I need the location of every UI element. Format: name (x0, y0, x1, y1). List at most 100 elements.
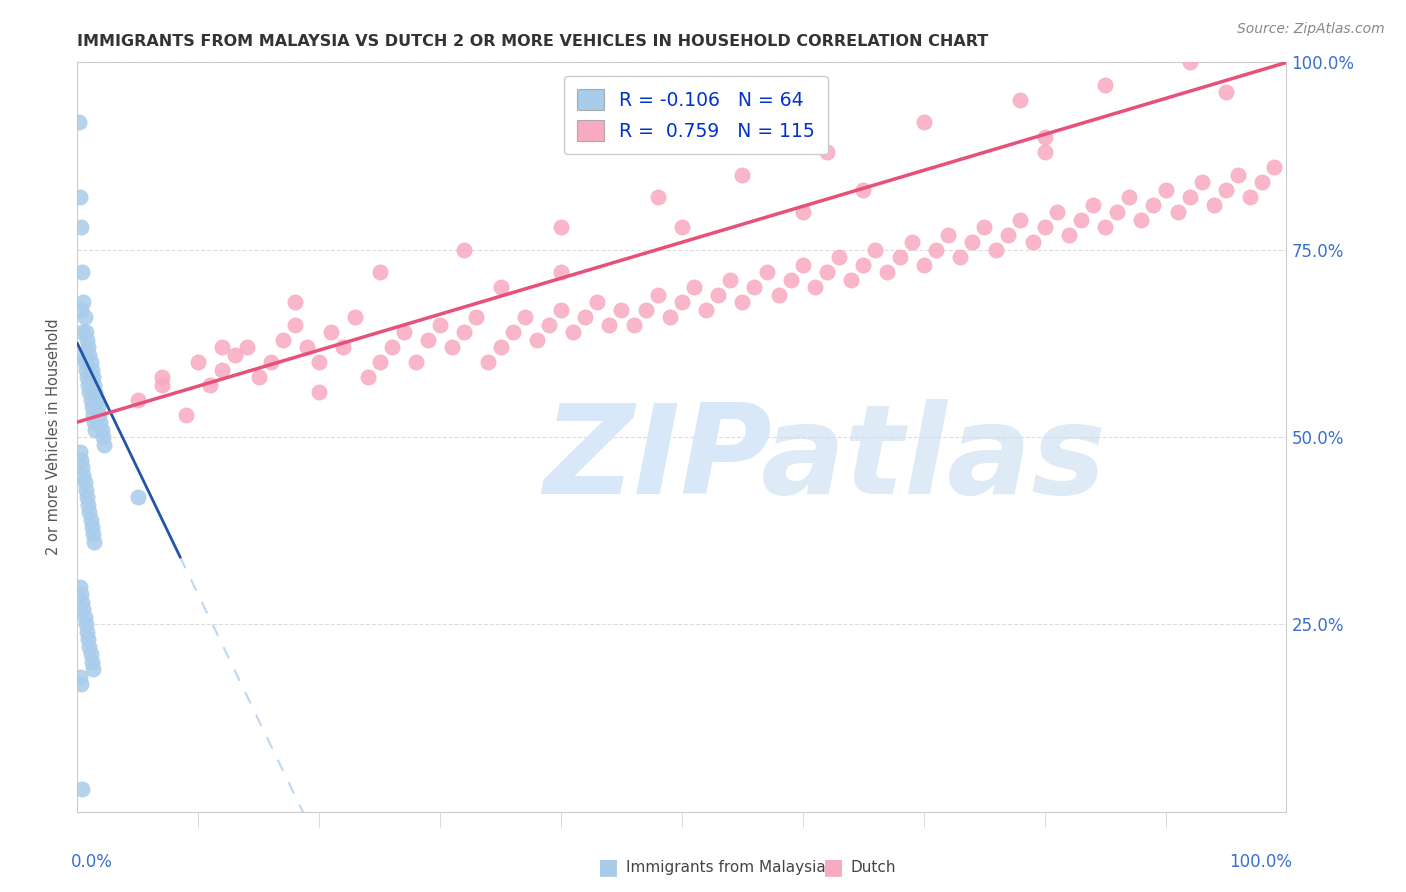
Point (80, 655, 103, 669)
Point (284, 318, 307, 332)
Point (574, 310, 596, 325)
Point (1215, 86, 1237, 100)
Point (70, 460, 93, 475)
Point (79, 512, 101, 526)
Point (960, 235, 983, 250)
Text: IMMIGRANTS FROM MALAYSIA VS DUTCH 2 OR MORE VEHICLES IN HOUSEHOLD CORRELATION CH: IMMIGRANTS FROM MALAYSIA VS DUTCH 2 OR M… (77, 34, 988, 49)
Point (1081, 198, 1104, 212)
Point (73, 610, 96, 624)
Text: ZIP: ZIP (543, 399, 772, 520)
Text: 100.0%: 100.0% (1229, 853, 1292, 871)
Y-axis label: 2 or more Vehicles in Household: 2 or more Vehicles in Household (46, 318, 62, 556)
Point (150, 370, 173, 384)
Point (72, 295, 94, 310)
Point (76, 624, 98, 639)
Text: Source: ZipAtlas.com: Source: ZipAtlas.com (1237, 22, 1385, 37)
Point (70, 220, 93, 235)
Point (70, 595, 93, 609)
Point (683, 280, 706, 294)
Point (731, 295, 754, 310)
Point (489, 280, 512, 294)
Point (69, 670, 91, 684)
Point (69, 580, 91, 594)
Point (84, 385, 107, 400)
Point (1130, 212, 1153, 227)
Point (69, 445, 91, 459)
Point (744, 280, 766, 294)
Point (76, 370, 98, 384)
Point (127, 490, 149, 504)
Point (89, 415, 111, 429)
Point (429, 318, 451, 332)
Point (1070, 212, 1092, 227)
Point (828, 250, 851, 264)
Point (586, 295, 609, 310)
Point (453, 243, 475, 257)
Point (82, 527, 104, 541)
Point (392, 325, 415, 339)
Point (1178, 190, 1201, 204)
Point (1178, 55, 1201, 70)
Point (72, 348, 94, 362)
Point (986, 243, 1008, 257)
Point (224, 348, 246, 362)
Point (83, 415, 105, 429)
Point (260, 355, 283, 369)
Point (79, 385, 101, 400)
Point (513, 310, 536, 325)
Point (82, 408, 104, 422)
Point (368, 355, 391, 369)
Point (526, 333, 548, 347)
Text: ■: ■ (598, 857, 619, 877)
Point (997, 227, 1019, 242)
Point (634, 302, 657, 317)
Point (356, 370, 378, 384)
Point (67, 115, 90, 129)
Point (79, 640, 101, 654)
Point (598, 318, 620, 332)
Point (79, 648, 101, 662)
Point (610, 302, 633, 317)
Point (70, 677, 93, 691)
Point (82, 370, 104, 384)
Point (949, 250, 972, 264)
Point (695, 302, 717, 317)
Point (235, 340, 257, 354)
Point (70, 782, 93, 797)
Point (658, 310, 681, 325)
Point (70, 265, 93, 279)
Point (86, 392, 108, 407)
Point (562, 325, 585, 339)
Point (876, 265, 898, 279)
Point (1010, 212, 1032, 227)
Point (718, 273, 741, 287)
Point (77, 632, 100, 647)
Point (79, 392, 101, 407)
Point (93, 437, 115, 451)
Point (83, 377, 105, 392)
Point (79, 348, 101, 362)
Point (1142, 198, 1164, 212)
Point (200, 377, 222, 392)
Text: Immigrants from Malaysia: Immigrants from Malaysia (626, 860, 825, 874)
Point (76, 490, 98, 504)
Point (1010, 93, 1032, 107)
Point (623, 318, 645, 332)
Point (815, 145, 838, 160)
Point (284, 295, 307, 310)
Point (1215, 183, 1237, 197)
Point (211, 362, 233, 376)
Point (465, 310, 488, 325)
Point (211, 340, 233, 354)
Point (83, 535, 105, 549)
Point (381, 340, 404, 354)
Point (174, 408, 197, 422)
Point (1033, 220, 1056, 235)
Point (308, 355, 330, 369)
Point (72, 602, 94, 616)
Point (73, 355, 96, 369)
Point (87, 408, 110, 422)
Point (295, 340, 318, 354)
Point (804, 280, 827, 294)
Text: ■: ■ (823, 857, 844, 877)
